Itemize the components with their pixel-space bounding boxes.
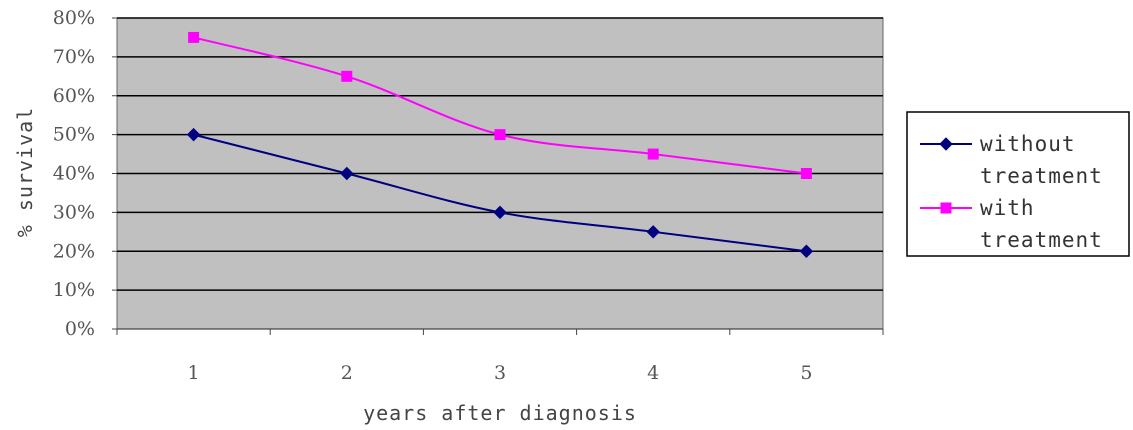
x-tick-label: 2 xyxy=(341,362,353,384)
legend: without treatment with treatment xyxy=(906,111,1130,257)
data-point-square xyxy=(494,129,506,141)
x-tick-label: 5 xyxy=(800,362,812,384)
data-point-diamond xyxy=(799,244,814,258)
y-tick-label: 40% xyxy=(53,163,95,185)
data-point-square xyxy=(800,168,812,179)
y-tick-label: 20% xyxy=(53,240,95,262)
legend-box xyxy=(906,111,1130,257)
x-axis-title: years after diagnosis xyxy=(363,401,637,425)
data-point-square xyxy=(647,148,659,160)
y-tick-label: 30% xyxy=(53,201,95,223)
data-point-diamond xyxy=(186,127,201,142)
data-point-square xyxy=(940,202,952,214)
data-point-diamond xyxy=(493,205,507,220)
legend-label: treatment xyxy=(980,164,1103,188)
axes xyxy=(112,17,884,335)
x-tick-label: 4 xyxy=(647,362,659,384)
tick-labels: 0% 10% 20% 30% 40% 50% 60% 70% 80% 1 2 3 4 5 xyxy=(53,7,813,384)
data-point-diamond xyxy=(939,137,953,151)
series-layer xyxy=(186,31,814,258)
data-point-square xyxy=(188,31,200,43)
x-tick-label: 3 xyxy=(494,362,506,384)
series-2 xyxy=(188,31,812,179)
data-point-square xyxy=(341,70,353,82)
y-tick-label: 0% xyxy=(65,318,95,340)
y-tick-label: 60% xyxy=(53,85,95,107)
legend-label: treatment xyxy=(980,228,1103,252)
data-point-diamond xyxy=(646,225,660,239)
y-tick-label: 80% xyxy=(53,7,95,29)
y-tick-label: 50% xyxy=(53,124,95,146)
legend-label: without xyxy=(980,132,1076,156)
series-1 xyxy=(186,127,814,258)
data-point-diamond xyxy=(340,166,354,181)
x-tick-label: 1 xyxy=(188,362,200,384)
y-axis-title: % survival xyxy=(13,107,37,237)
legend-label: with xyxy=(980,196,1035,220)
y-tick-label: 10% xyxy=(53,279,95,301)
y-tick-label: 70% xyxy=(53,46,95,68)
